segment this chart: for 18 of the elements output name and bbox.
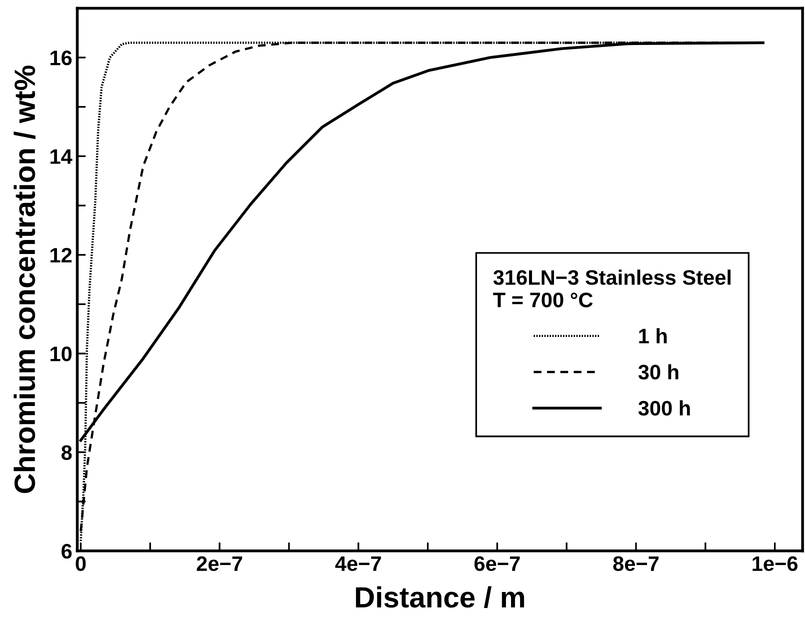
y-tick-label: 14 — [50, 149, 72, 164]
y-tick-label: 16 — [50, 50, 72, 66]
x-tick-label: 4e−7 — [335, 556, 381, 572]
x-axis-title: Distance / m — [356, 586, 524, 608]
legend-label: 1 h — [639, 328, 667, 344]
legend-label: 300 h — [638, 400, 690, 416]
x-tick-label: 0 — [76, 556, 86, 572]
x-tick-label: 2e−7 — [196, 556, 242, 572]
x-tick-label: 1e−6 — [752, 556, 798, 572]
y-tick-label: 6 — [62, 544, 72, 559]
x-tick-label: 8e−7 — [613, 556, 659, 572]
y-tick-label: 8 — [61, 445, 72, 460]
legend-label: 30 h — [638, 364, 678, 380]
y-tick-label: 12 — [50, 248, 72, 262]
x-tick-label: 6e−7 — [474, 556, 520, 572]
y-axis-title: Chromium concentration / wt% — [14, 66, 36, 494]
y-tick-label: 10 — [50, 346, 72, 362]
legend-title: 316LN−3 Stainless Steel T = 700 °C — [493, 270, 731, 308]
